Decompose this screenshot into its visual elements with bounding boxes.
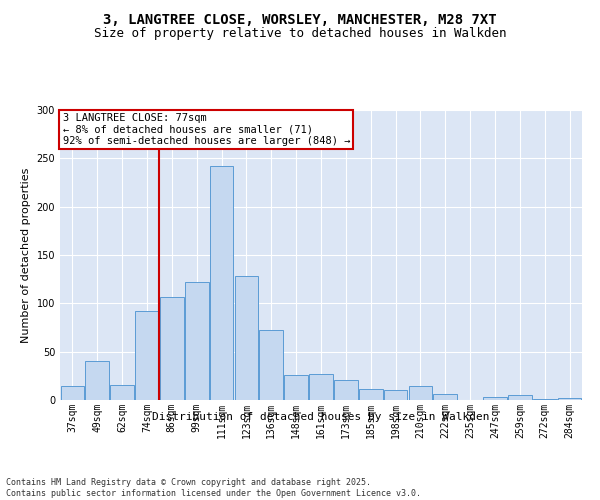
Y-axis label: Number of detached properties: Number of detached properties bbox=[21, 168, 31, 342]
Bar bbox=[135, 311, 159, 400]
Bar bbox=[259, 330, 283, 400]
Bar bbox=[110, 384, 134, 400]
Bar bbox=[508, 395, 532, 400]
Bar bbox=[334, 380, 358, 400]
Bar bbox=[61, 386, 84, 400]
Text: Distribution of detached houses by size in Walkden: Distribution of detached houses by size … bbox=[152, 412, 490, 422]
Bar bbox=[160, 296, 184, 400]
Text: Size of property relative to detached houses in Walkden: Size of property relative to detached ho… bbox=[94, 28, 506, 40]
Bar bbox=[185, 282, 209, 400]
Bar bbox=[235, 276, 258, 400]
Bar bbox=[483, 397, 507, 400]
Bar bbox=[409, 386, 432, 400]
Bar bbox=[359, 390, 383, 400]
Bar bbox=[284, 375, 308, 400]
Bar bbox=[309, 374, 333, 400]
Bar bbox=[85, 362, 109, 400]
Text: 3 LANGTREE CLOSE: 77sqm
← 8% of detached houses are smaller (71)
92% of semi-det: 3 LANGTREE CLOSE: 77sqm ← 8% of detached… bbox=[62, 113, 350, 146]
Bar bbox=[558, 398, 581, 400]
Text: Contains HM Land Registry data © Crown copyright and database right 2025.
Contai: Contains HM Land Registry data © Crown c… bbox=[6, 478, 421, 498]
Bar bbox=[210, 166, 233, 400]
Bar bbox=[433, 394, 457, 400]
Bar bbox=[533, 399, 557, 400]
Bar bbox=[384, 390, 407, 400]
Text: 3, LANGTREE CLOSE, WORSLEY, MANCHESTER, M28 7XT: 3, LANGTREE CLOSE, WORSLEY, MANCHESTER, … bbox=[103, 12, 497, 26]
